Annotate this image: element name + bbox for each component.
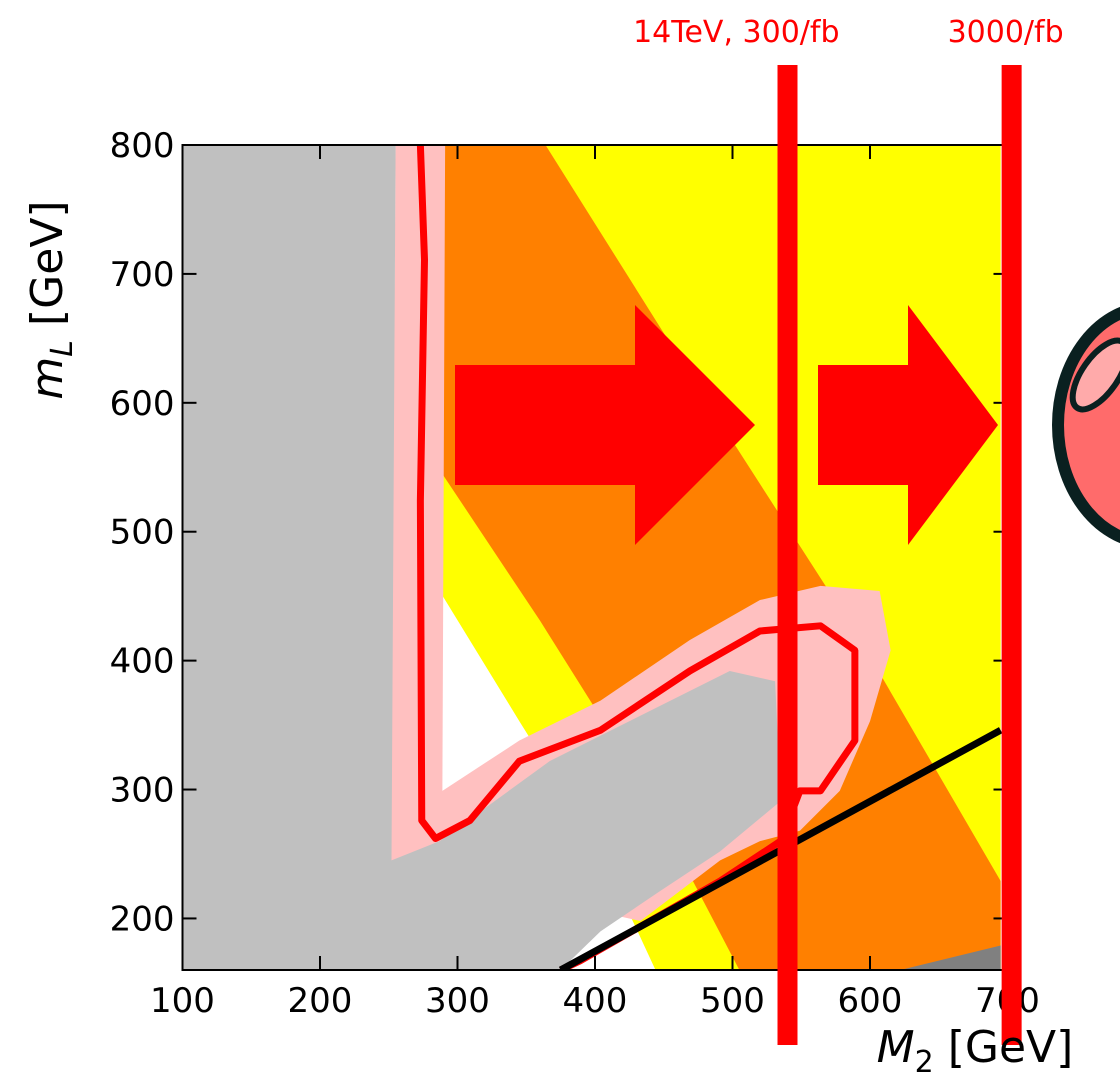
x-label-unit: [GeV] <box>948 1022 1074 1073</box>
y-tick-label: 500 <box>110 513 175 553</box>
x-tick-label: 600 <box>838 981 903 1021</box>
y-tick-label: 200 <box>110 899 175 939</box>
region <box>439 145 1001 970</box>
x-tick-label: 100 <box>150 981 215 1021</box>
x-label-subscript: 2 <box>915 1045 934 1080</box>
y-axis-label: mL [GeV] <box>22 200 80 399</box>
plot-area <box>182 145 1003 970</box>
x-tick-label: 300 <box>425 981 490 1021</box>
arrow <box>455 305 755 545</box>
axes: 1002003004005006007002003004005006007008… <box>110 126 1040 1021</box>
y-label-unit: [GeV] <box>22 200 73 326</box>
x-axis-label: M2 [GeV] <box>877 1022 1074 1080</box>
reach-label: 14TeV, 300/fb <box>633 15 839 50</box>
reach-label: 3000/fb <box>948 15 1064 50</box>
y-label-subscript: L <box>45 340 80 357</box>
y-tick-label: 700 <box>110 255 175 295</box>
y-tick-label: 800 <box>110 126 175 166</box>
x-label-symbol: M <box>877 1022 915 1073</box>
y-label-symbol: m <box>22 357 73 400</box>
x-tick-label: 200 <box>288 981 353 1021</box>
x-tick-label: 500 <box>700 981 765 1021</box>
x-tick-label: 400 <box>563 981 628 1021</box>
annotations: 14TeV, 300/fb 3000/fb <box>455 15 1120 1045</box>
arrow <box>818 305 998 545</box>
y-tick-label: 600 <box>110 384 175 424</box>
y-tick-label: 400 <box>110 642 175 682</box>
region <box>182 145 781 970</box>
y-tick-label: 300 <box>110 771 175 811</box>
cartoon-eye <box>1069 337 1120 413</box>
region <box>900 945 1001 970</box>
